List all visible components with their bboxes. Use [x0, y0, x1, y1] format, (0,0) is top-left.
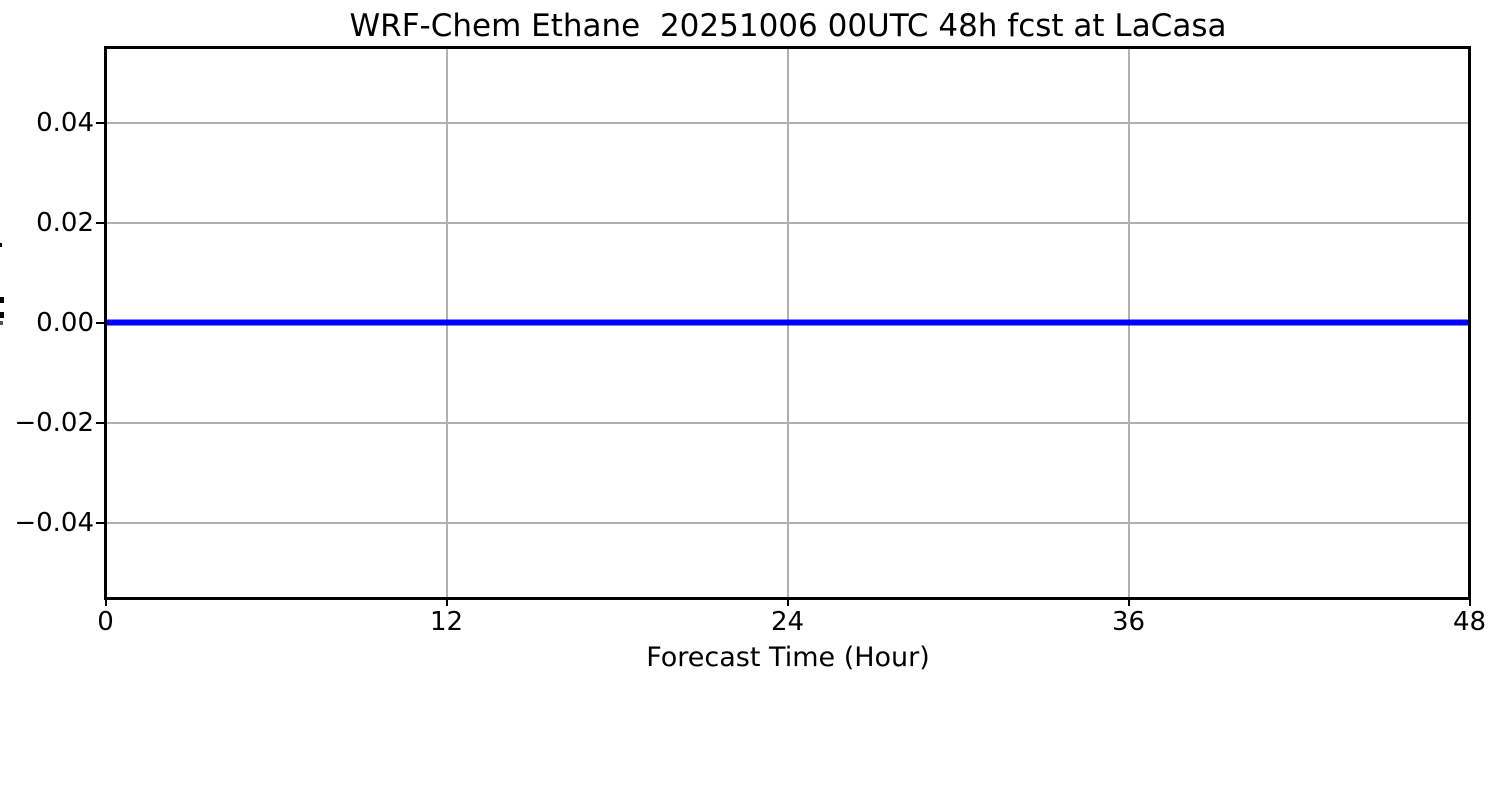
y-tick-label: −0.02	[14, 407, 94, 438]
y-tick-label: −0.04	[14, 507, 94, 538]
y-tick-label: 0.00	[36, 307, 94, 338]
x-tick-mark	[445, 599, 448, 606]
y-gridline	[105, 521, 1470, 524]
x-tick-mark	[786, 599, 789, 606]
y-tick-label: 0.04	[36, 107, 94, 138]
y-gridline	[105, 121, 1470, 124]
y-tick-label: 0.02	[36, 207, 94, 238]
x-tick-mark	[1127, 599, 1130, 606]
y-tick-mark	[96, 521, 104, 524]
chart-title: WRF-Chem Ethane 20251006 00UTC 48h fcst …	[349, 8, 1227, 44]
x-tick-label: 12	[429, 607, 464, 637]
x-axis-label: Forecast Time (Hour)	[646, 642, 930, 673]
x-tick-label: 0	[97, 607, 114, 637]
y-tick-mark	[96, 421, 104, 424]
y-tick-mark	[96, 321, 104, 324]
x-tick-label: 24	[770, 607, 805, 637]
y-gridline	[105, 221, 1470, 224]
y-tick-mark	[96, 121, 104, 124]
x-tick-mark	[1468, 599, 1471, 606]
y-gridline	[105, 421, 1470, 424]
x-tick-label: 36	[1111, 607, 1146, 637]
x-tick-label: 48	[1452, 607, 1487, 637]
x-tick-mark	[104, 599, 107, 606]
y-tick-mark	[96, 221, 104, 224]
ethane-line-plot	[105, 319, 1469, 326]
